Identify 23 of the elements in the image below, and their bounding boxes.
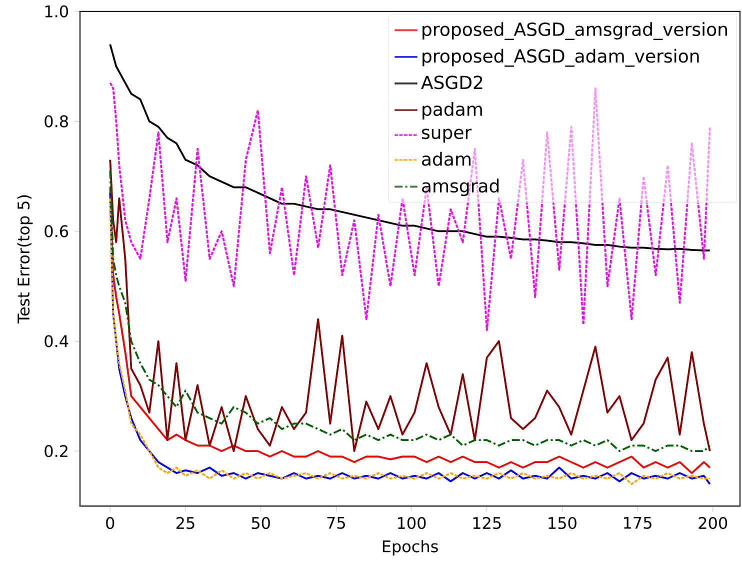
y-tick-label: 0.4	[44, 334, 68, 348]
x-tick-label: 75	[327, 516, 345, 529]
legend-label: super	[422, 128, 472, 142]
x-tick-label: 25	[176, 516, 194, 529]
legend-label: amsgrad	[422, 178, 499, 196]
legend-label: padam	[422, 102, 482, 120]
y-tick-label: 0.6	[44, 224, 68, 238]
legend-label: adam	[422, 152, 470, 166]
legend-label: proposed_ASGD_adam_version	[422, 48, 699, 67]
y-tick-label: 1.0	[45, 5, 68, 18]
x-tick-label: 150	[548, 516, 576, 529]
x-axis-title: Epochs	[382, 540, 438, 556]
x-tick-label: 0	[106, 516, 114, 529]
legend-label: ASGD2	[421, 75, 482, 90]
x-tick-label: 50	[252, 516, 270, 529]
x-tick-label: 100	[398, 516, 426, 529]
x-tick-label: 175	[624, 516, 652, 529]
y-tick-label: 0.2	[44, 444, 68, 457]
y-tick-label: 0.8	[44, 115, 68, 128]
x-tick-label: 125	[473, 516, 501, 529]
y-axis-title: Test Error(top 5)	[17, 195, 33, 324]
x-tick-label: 200	[698, 516, 728, 529]
legend-label: proposed_ASGD_amsgrad_version	[422, 22, 727, 40]
